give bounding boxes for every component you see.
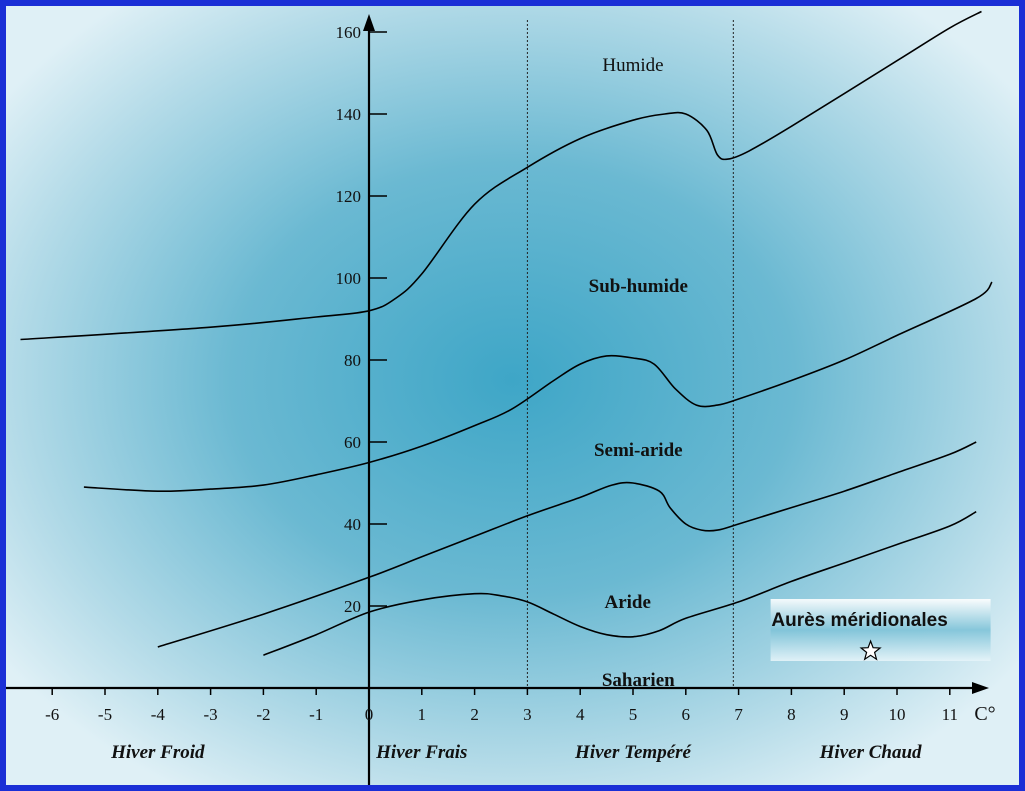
x-tick-label: 7 [734,705,743,724]
boundary-curve-1 [20,10,982,341]
x-tick-label: 4 [576,705,585,724]
y-tick-label: 100 [336,269,362,288]
winter-label: Hiver Frais [375,742,467,763]
x-tick-label: -1 [309,705,323,724]
x-tick-label: 2 [470,705,479,724]
x-tick-label: 3 [523,705,532,724]
station-label: Aurès méridionales [771,610,947,631]
x-tick-label: -3 [204,705,218,724]
y-tick-label: 80 [344,351,361,370]
boundary-curve-4 [263,510,977,656]
x-tick-label: -4 [151,705,166,724]
winter-label: Hiver Froid [110,742,205,763]
x-tick-label: 11 [942,705,958,724]
x-tick-label: -2 [256,705,270,724]
y-tick-label: 40 [344,515,361,534]
chart-plot: -6 -5 -4 -3 -2 -1 0 1 2 3 4 5 6 7 8 9 10 11 C° 20 40 60 80 100 1… [6,10,996,785]
x-tick-label: -6 [45,705,59,724]
y-tick-label: 140 [336,105,362,124]
x-tick-label: 10 [889,705,906,724]
y-tick-label: 160 [336,23,362,42]
y-axis-arrow [363,14,375,31]
x-tick-label: -5 [98,705,112,724]
station-label-background [770,599,991,661]
winter-label: Hiver Chaud [819,742,922,763]
zone-label-semi-aride: Semi-aride [594,440,683,461]
x-axis-arrow [972,682,989,694]
y-tick-label: 60 [344,433,361,452]
x-tick-label: 5 [629,705,638,724]
x-tick-label: 1 [418,705,427,724]
zone-label-aride: Aride [605,592,651,613]
x-tick-label: 8 [787,705,796,724]
x-tick-label: 6 [682,705,691,724]
zone-label-saharien: Saharien [602,670,675,691]
x-tick-label: 0 [365,705,374,724]
zone-label-humide: Humide [602,55,663,76]
x-tick-label: 9 [840,705,849,724]
x-unit-label: C° [974,703,995,725]
boundary-curve-3 [157,441,977,648]
boundary-curve-2 [83,281,993,493]
y-tick-label: 120 [336,187,362,206]
winter-label: Hiver Tempéré [574,742,691,763]
station-star-icon [859,639,882,661]
y-tick-label: 20 [344,597,361,616]
zone-label-sub-humide: Sub-humide [589,276,688,297]
